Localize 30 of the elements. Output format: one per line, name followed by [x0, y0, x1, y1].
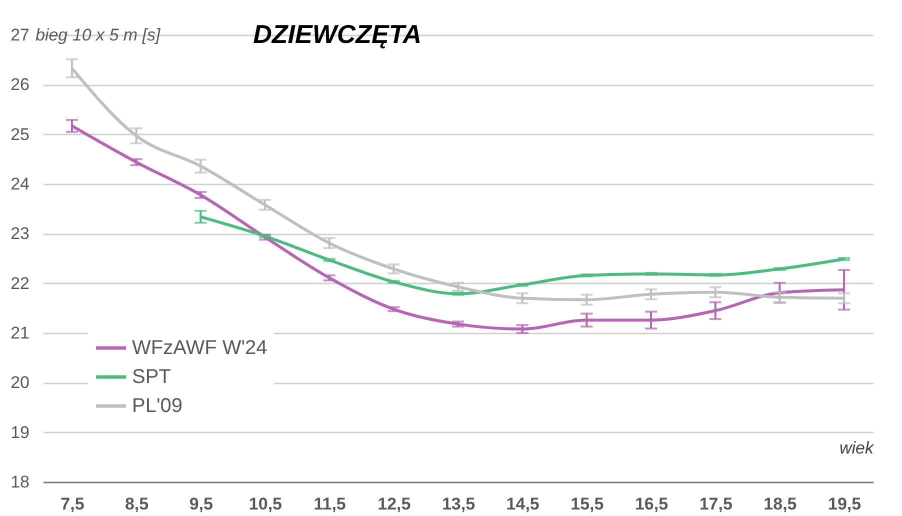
legend-label: WFzAWF W'24: [132, 337, 268, 359]
y-tick-label: 20: [10, 373, 30, 392]
y-tick-label: 23: [10, 224, 30, 244]
y-tick-label: 25: [10, 124, 30, 144]
x-tick-label: 17,5: [699, 494, 732, 514]
y-tick-label: 19: [10, 422, 30, 442]
y-tick-label: 22: [10, 274, 30, 293]
x-tick-label: 7,5: [60, 494, 84, 514]
x-tick-label: 16,5: [634, 494, 668, 514]
line-series: [70, 124, 846, 331]
x-tick-label: 19,5: [828, 494, 862, 514]
x-tick-label: 9,5: [189, 494, 213, 514]
x-tick-label: 12,5: [378, 494, 411, 514]
y-tick-label: 24: [10, 174, 30, 194]
x-tick-label: 8,5: [124, 494, 149, 514]
x-tick-label: 11,5: [314, 494, 346, 514]
y-tick-label: 21: [10, 324, 30, 342]
x-tick-label: 15,5: [570, 494, 604, 514]
x-tick-label: 10,5: [248, 494, 282, 514]
y-tick-label: 26: [10, 75, 30, 94]
y-tick-label: 18: [10, 472, 30, 492]
legend-label: PL'09: [132, 395, 183, 417]
y-axis-title: bieg 10 x 5 m [s]: [36, 26, 162, 44]
x-axis-title: wiek: [839, 438, 875, 458]
x-tick-label: 14,5: [506, 494, 540, 514]
y-tick-label: 27: [10, 26, 30, 44]
legend-label: SPT: [132, 366, 171, 388]
x-tick-label: 13,5: [442, 494, 476, 514]
x-tick-label: 18,5: [764, 494, 797, 514]
chart-title: DZIEWCZĘTA: [253, 19, 422, 49]
